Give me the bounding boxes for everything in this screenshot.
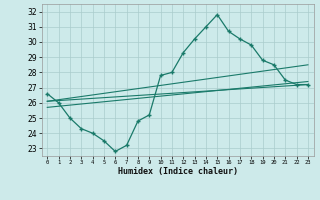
X-axis label: Humidex (Indice chaleur): Humidex (Indice chaleur) bbox=[118, 167, 237, 176]
